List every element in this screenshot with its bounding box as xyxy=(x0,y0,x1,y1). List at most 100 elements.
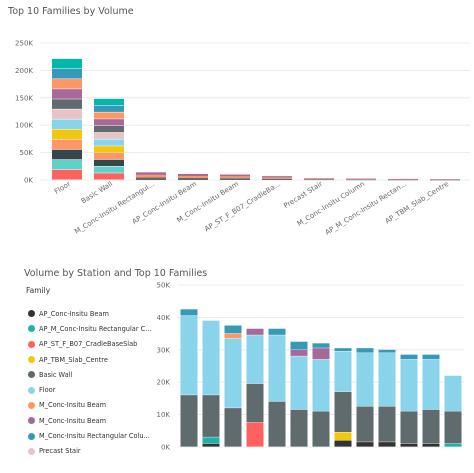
bar-segment[interactable] xyxy=(388,178,418,180)
bar-segment[interactable] xyxy=(224,408,242,447)
bar-segment[interactable] xyxy=(220,178,250,180)
bar-segment[interactable] xyxy=(52,68,82,79)
bar-segment[interactable] xyxy=(422,409,440,444)
bar-segment[interactable] xyxy=(268,328,286,335)
bar-segment[interactable] xyxy=(262,178,292,180)
bar-segment[interactable] xyxy=(334,440,352,447)
bar-segment[interactable] xyxy=(178,173,208,176)
bar-segment[interactable] xyxy=(94,98,124,106)
bar-segment[interactable] xyxy=(136,172,166,175)
bar-segment[interactable] xyxy=(304,178,334,180)
bar-segment[interactable] xyxy=(356,348,374,353)
bar-segment[interactable] xyxy=(268,335,286,402)
bar-segment[interactable] xyxy=(246,328,264,335)
bar-segment[interactable] xyxy=(52,99,82,109)
bar-segment[interactable] xyxy=(94,146,124,153)
bar-segment[interactable] xyxy=(180,315,198,395)
bar-segment[interactable] xyxy=(378,442,396,447)
bar-segment[interactable] xyxy=(136,174,166,178)
legend-item[interactable]: AP_TBM_Slab_Centre xyxy=(28,352,152,367)
bar-segment[interactable] xyxy=(444,375,462,411)
bar-segment[interactable] xyxy=(246,383,264,423)
bar-segment[interactable] xyxy=(356,406,374,442)
bar-segment[interactable] xyxy=(224,333,242,339)
legend-item[interactable]: AP_M_Conc-Insitu Rectangular C... xyxy=(28,321,152,336)
bar-segment[interactable] xyxy=(52,119,82,130)
bar-segment[interactable] xyxy=(430,179,460,180)
legend-item[interactable]: AP_Conc-Insitu Beam xyxy=(28,306,152,321)
bar-segment[interactable] xyxy=(334,391,352,433)
bar-segment[interactable] xyxy=(304,179,334,181)
bar-segment[interactable] xyxy=(400,443,418,447)
bar-segment[interactable] xyxy=(290,409,308,447)
bar-segment[interactable] xyxy=(220,176,250,179)
bar-segment[interactable] xyxy=(52,109,82,119)
bar-segment[interactable] xyxy=(312,343,330,348)
legend-item[interactable]: Floor xyxy=(28,382,152,397)
bar-segment[interactable] xyxy=(400,354,418,360)
bar-segment[interactable] xyxy=(52,159,82,170)
bar-segment[interactable] xyxy=(304,178,334,179)
bar-segment[interactable] xyxy=(422,354,440,360)
bar-segment[interactable] xyxy=(202,437,220,444)
bar-segment[interactable] xyxy=(378,349,396,353)
bar-segment[interactable] xyxy=(94,159,124,166)
bar-segment[interactable] xyxy=(422,443,440,447)
legend-item[interactable]: M_Conc-Insitu Beam xyxy=(28,413,152,428)
bar-segment[interactable] xyxy=(346,179,376,181)
bar-segment[interactable] xyxy=(388,179,418,180)
bar-segment[interactable] xyxy=(246,422,264,447)
legend-item[interactable]: Precast Stair xyxy=(28,444,152,459)
bar-segment[interactable] xyxy=(400,359,418,411)
bar-segment[interactable] xyxy=(290,341,308,350)
bar-segment[interactable] xyxy=(94,166,124,173)
bar-segment[interactable] xyxy=(388,179,418,181)
bar-segment[interactable] xyxy=(312,359,330,411)
bar-segment[interactable] xyxy=(224,338,242,408)
bar-segment[interactable] xyxy=(422,359,440,410)
bar-segment[interactable] xyxy=(334,351,352,392)
bar-segment[interactable] xyxy=(94,139,124,146)
bar-segment[interactable] xyxy=(334,348,352,352)
bar-segment[interactable] xyxy=(180,309,198,316)
bar-segment[interactable] xyxy=(346,179,376,180)
bar-segment[interactable] xyxy=(356,442,374,447)
bar-segment[interactable] xyxy=(52,139,82,150)
bar-segment[interactable] xyxy=(246,335,264,384)
bar-segment[interactable] xyxy=(52,149,82,160)
bar-segment[interactable] xyxy=(290,356,308,410)
bar-segment[interactable] xyxy=(400,411,418,444)
bar-segment[interactable] xyxy=(378,353,396,407)
bar-segment[interactable] xyxy=(94,105,124,112)
bar-segment[interactable] xyxy=(268,401,286,447)
bar-segment[interactable] xyxy=(224,325,242,334)
bar-segment[interactable] xyxy=(52,79,82,89)
bar-segment[interactable] xyxy=(180,395,198,447)
bar-segment[interactable] xyxy=(52,169,82,180)
bar-segment[interactable] xyxy=(312,411,330,447)
bar-segment[interactable] xyxy=(334,432,352,441)
bar-segment[interactable] xyxy=(52,129,82,140)
legend-item[interactable]: M_Conc-Insitu Beam xyxy=(28,398,152,413)
bar-segment[interactable] xyxy=(94,125,124,133)
bar-segment[interactable] xyxy=(202,320,220,395)
legend-item[interactable]: M_Conc-Insitu Rectangular Colu... xyxy=(28,428,152,443)
bar-segment[interactable] xyxy=(178,177,208,180)
bar-segment[interactable] xyxy=(220,174,250,177)
bar-segment[interactable] xyxy=(94,119,124,126)
bar-segment[interactable] xyxy=(444,411,462,444)
legend-item[interactable]: AP_ST_F_B07_CradleBaseSlab xyxy=(28,337,152,352)
bar-segment[interactable] xyxy=(312,348,330,360)
bar-segment[interactable] xyxy=(202,395,220,437)
bar-segment[interactable] xyxy=(444,443,462,447)
bar-segment[interactable] xyxy=(202,443,220,447)
bar-segment[interactable] xyxy=(356,353,374,407)
bar-segment[interactable] xyxy=(262,176,292,178)
bar-segment[interactable] xyxy=(94,152,124,160)
bar-segment[interactable] xyxy=(52,58,82,69)
legend-item[interactable]: Basic Wall xyxy=(28,367,152,382)
bar-segment[interactable] xyxy=(94,112,124,119)
bar-segment[interactable] xyxy=(290,349,308,356)
bar-segment[interactable] xyxy=(94,173,124,180)
bar-segment[interactable] xyxy=(262,177,292,179)
